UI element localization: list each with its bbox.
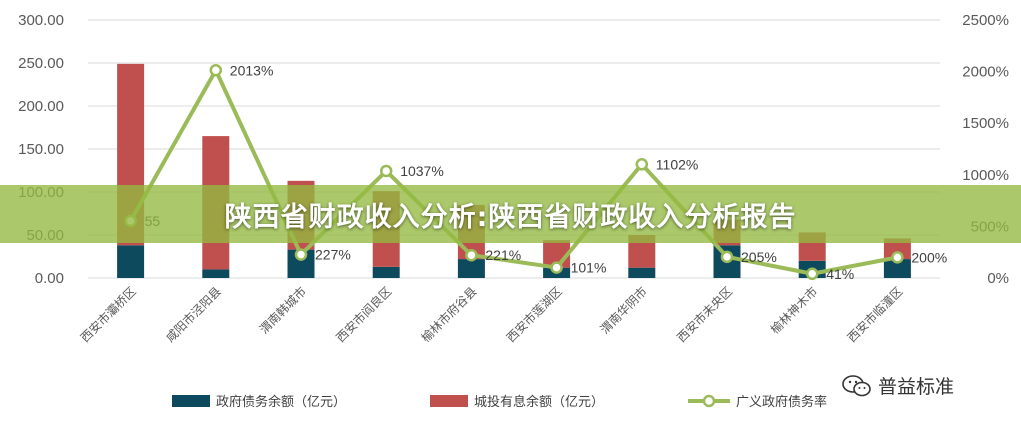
legend-swatch-gov-debt [172, 395, 210, 407]
title-banner: 陕西省财政收入分析:陕西省财政收入分析报告 [0, 185, 1021, 243]
debt-ratio-point [465, 248, 478, 262]
debt-ratio-point [379, 164, 393, 178]
bar-gov-debt [628, 267, 656, 278]
y-right-tick-label: 0% [987, 270, 1009, 287]
y-left-tick-label: 200.00 [18, 98, 64, 115]
bar-gov-debt [457, 259, 485, 278]
data-label: 101% [571, 260, 607, 276]
data-label: 1102% [656, 156, 699, 172]
bar-lgfv-debt [883, 238, 911, 260]
watermark-text: 普益标准 [878, 376, 955, 398]
legend-label-gov-debt: 政府债务余额（亿元） [216, 394, 346, 410]
x-axis-categories: 西安市灞桥区 咸阳市泾阳县 渭南韩城市 西安市阎良区 榆林市府谷县 西安市莲湖区 渭南华阴市… [77, 284, 905, 346]
legend: 政府债务余额（亿元） 城投有息余额（亿元） 广义政府债务率 [172, 394, 827, 410]
y-left-tick-label: 250.00 [18, 55, 64, 72]
category-label: 西安市阎良区 [333, 284, 395, 346]
category-label: 西安市灞桥区 [77, 284, 139, 346]
data-label: 221% [485, 247, 521, 263]
data-label: 227% [315, 247, 351, 263]
bar-gov-debt [202, 269, 230, 278]
y-right-tick-label: 2500% [962, 12, 1009, 29]
debt-ratio-point [550, 261, 563, 274]
y-left-tick-label: 300.00 [18, 12, 64, 29]
bar-gov-debt [117, 245, 145, 278]
y-right-tick-label: 2000% [962, 64, 1009, 81]
bars [117, 63, 911, 278]
data-label: 1037% [400, 163, 444, 179]
category-label: 西安市临潼区 [844, 284, 906, 346]
debt-ratio-point [805, 267, 819, 281]
wechat-icon [842, 374, 871, 396]
legend-label-lgfv-debt: 城投有息余额（亿元） [474, 394, 604, 410]
data-label: 200% [911, 249, 947, 265]
legend-marker-debt-ratio [702, 394, 716, 408]
category-label: 渭南华阴市 [597, 284, 650, 337]
bar-gov-debt [372, 266, 400, 278]
category-label: 西安市未央区 [674, 284, 736, 346]
debt-ratio-point [635, 158, 649, 171]
watermark: 普益标准 [842, 372, 954, 399]
debt-ratio-point [294, 248, 308, 261]
debt-ratio-point [720, 250, 734, 264]
category-label: 西安市莲湖区 [503, 284, 565, 346]
category-label: 榆林神木市 [767, 284, 820, 337]
y-axis-right: 0%500%1000%1500%2000%2500% [962, 12, 1009, 287]
category-label: 咸阳市泾阳县 [162, 284, 224, 346]
debt-ratio-polyline [128, 68, 898, 276]
bar-gov-debt [883, 259, 911, 278]
y-right-tick-label: 1500% [962, 115, 1009, 132]
data-label: 2013% [230, 62, 274, 78]
data-labels: 552013%227%1037%221%101%1102%205%41%200% [145, 62, 948, 282]
category-label: 渭南韩城市 [256, 284, 309, 337]
y-left-tick-label: 0.00 [35, 270, 64, 287]
legend-swatch-lgfv-debt [430, 395, 468, 407]
debt-ratio-point [209, 64, 223, 77]
legend-label-debt-ratio: 广义政府债务率 [736, 394, 827, 410]
y-right-tick-label: 1000% [962, 167, 1009, 184]
data-label: 41% [826, 266, 854, 282]
y-left-tick-label: 150.00 [18, 141, 64, 158]
data-label: 205% [741, 249, 777, 265]
debt-ratio-point [891, 251, 904, 264]
category-label: 榆林市府谷县 [418, 284, 480, 346]
banner-title: 陕西省财政收入分析:陕西省财政收入分析报告 [224, 201, 797, 233]
